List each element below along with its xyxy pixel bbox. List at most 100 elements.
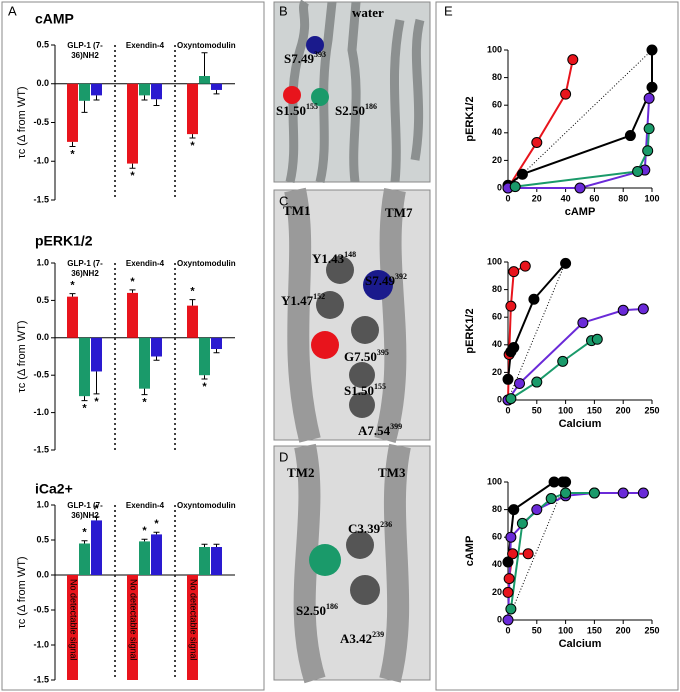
x-tick-label: 20 xyxy=(532,193,542,203)
point xyxy=(507,548,519,560)
x-tick-label: 50 xyxy=(532,625,542,635)
significance-marker: * xyxy=(82,527,87,539)
y-tick-label: 0.0 xyxy=(36,78,49,88)
helix xyxy=(315,1,337,184)
significance-marker: * xyxy=(82,403,87,415)
bar xyxy=(199,76,210,84)
bar xyxy=(79,543,90,575)
label-superscript: 148 xyxy=(344,250,356,259)
error-bar xyxy=(93,95,100,101)
helix xyxy=(379,443,411,683)
y-axis-label: pERK1/2 xyxy=(464,96,476,141)
x-tick-label: 50 xyxy=(532,405,542,415)
reference-line xyxy=(507,49,653,189)
point xyxy=(560,88,572,100)
error-bar xyxy=(129,163,136,169)
helix xyxy=(347,1,361,183)
label-superscript: 393 xyxy=(314,50,326,59)
point xyxy=(624,130,636,142)
bar xyxy=(139,541,150,575)
label-text: Y1.47 xyxy=(281,293,314,308)
chart-title: pERK1/2 xyxy=(35,233,93,249)
structure-label: S1.50155 xyxy=(344,382,386,398)
label-text: TM1 xyxy=(283,203,310,218)
point xyxy=(502,586,514,598)
point xyxy=(503,573,515,585)
reference-line xyxy=(507,481,567,621)
label-superscript: 186 xyxy=(365,102,377,111)
x-tick-label: 200 xyxy=(616,625,631,635)
bar xyxy=(199,337,210,376)
structure-label: TM1 xyxy=(283,203,310,218)
y-tick-label: -0.5 xyxy=(33,117,49,127)
helix xyxy=(410,18,425,161)
helix xyxy=(284,187,321,443)
point xyxy=(508,266,520,278)
panel-label: C xyxy=(279,193,288,208)
x-tick-label: 250 xyxy=(644,405,659,415)
point xyxy=(505,393,517,405)
point xyxy=(505,531,517,543)
y-axis-label: τc (Δ from WT) xyxy=(16,86,28,158)
y-tick-label: 0.5 xyxy=(36,39,49,49)
y-tick-label: -1.0 xyxy=(33,156,49,166)
y-tick-label: 1.0 xyxy=(36,499,49,509)
atom xyxy=(346,531,374,559)
structure-label: TM2 xyxy=(287,465,314,480)
x-tick-label: 40 xyxy=(561,193,571,203)
group-label: GLP-1 (7-36)NH2 xyxy=(67,41,103,60)
error-bar xyxy=(213,89,220,95)
label-superscript: 152 xyxy=(313,292,325,301)
point xyxy=(516,517,528,529)
structure-label: water xyxy=(352,5,384,20)
error-bar xyxy=(129,289,136,293)
label-superscript: 239 xyxy=(372,630,384,639)
bar xyxy=(211,83,222,90)
label-superscript: 399 xyxy=(390,422,402,431)
point xyxy=(617,487,629,499)
point xyxy=(637,303,649,315)
no-signal-box xyxy=(127,575,138,680)
structure-label: G7.50395 xyxy=(344,348,389,364)
x-tick-label: 100 xyxy=(558,405,573,415)
point xyxy=(508,342,520,354)
atom xyxy=(311,331,339,359)
atom xyxy=(306,36,324,54)
error-bar xyxy=(213,543,220,547)
point xyxy=(519,260,531,272)
atom xyxy=(309,544,341,576)
y-tick-label: 0 xyxy=(497,182,502,192)
helices xyxy=(284,187,411,684)
point xyxy=(508,504,520,516)
label-text: TM7 xyxy=(385,205,413,220)
structure-label: S7.49392 xyxy=(365,272,407,288)
error-bar xyxy=(153,99,160,106)
point xyxy=(560,257,572,269)
group-label: GLP-1 (7-36)NH2 xyxy=(67,501,103,520)
structure-label: S7.49393 xyxy=(284,50,326,66)
helix xyxy=(374,187,407,443)
bar xyxy=(79,337,90,397)
y-axis-label: pERK1/2 xyxy=(464,308,476,353)
bar xyxy=(67,83,78,142)
bar xyxy=(151,337,162,357)
y-tick-label: 60 xyxy=(492,532,502,542)
helix xyxy=(293,443,326,684)
group-label: Exendin-4 xyxy=(125,259,165,268)
significance-marker: * xyxy=(94,396,99,408)
significance-marker: * xyxy=(142,397,147,409)
x-axis-label: Calcium xyxy=(559,418,602,430)
atom xyxy=(283,86,301,104)
significance-marker: * xyxy=(70,280,75,292)
point xyxy=(560,476,572,488)
label-text: TM2 xyxy=(287,465,314,480)
atom xyxy=(350,575,380,605)
point xyxy=(505,300,517,312)
y-tick-label: 60 xyxy=(492,312,502,322)
label-text: S2.50 xyxy=(296,603,326,618)
point xyxy=(591,333,603,345)
group-label: Exendin-4 xyxy=(125,41,165,50)
label-superscript: 236 xyxy=(380,520,392,529)
fit-line xyxy=(507,50,653,187)
label-text: S1.50 xyxy=(276,103,306,118)
